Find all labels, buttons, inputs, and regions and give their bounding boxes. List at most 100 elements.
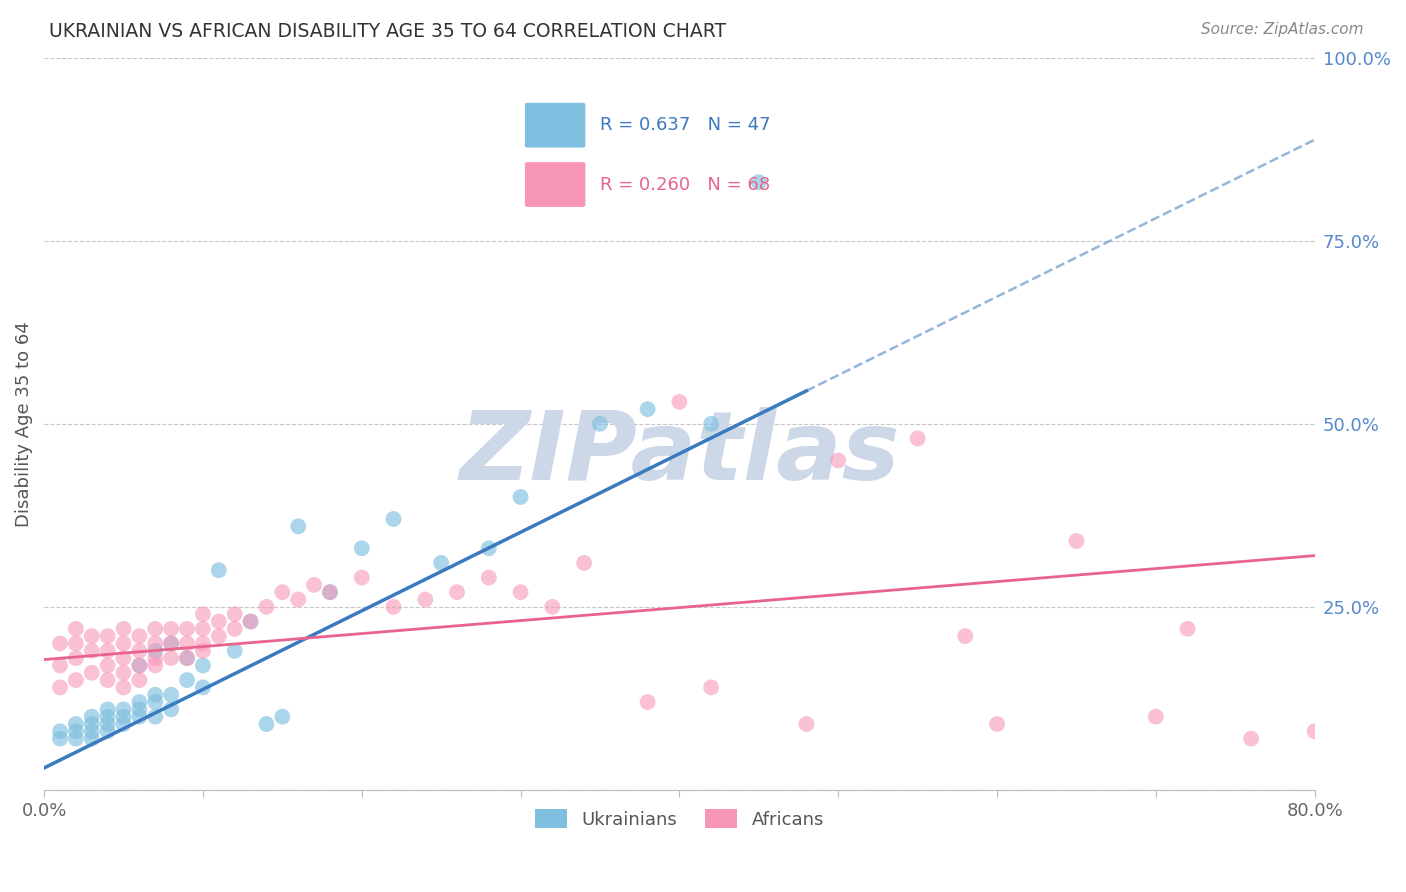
Point xyxy=(112,702,135,716)
Point xyxy=(112,636,135,650)
Point xyxy=(478,541,501,556)
Point xyxy=(191,607,214,622)
Point xyxy=(208,629,231,643)
Point xyxy=(128,658,150,673)
Point xyxy=(256,717,278,731)
Point xyxy=(97,644,120,658)
Point xyxy=(382,512,405,526)
Point xyxy=(112,717,135,731)
Point xyxy=(176,673,198,687)
Point xyxy=(128,695,150,709)
Point xyxy=(80,644,103,658)
Point xyxy=(128,644,150,658)
Point xyxy=(176,622,198,636)
Point xyxy=(112,681,135,695)
Point xyxy=(350,541,373,556)
Point xyxy=(509,490,531,504)
Point xyxy=(319,585,342,599)
Point xyxy=(668,394,690,409)
Point xyxy=(160,688,183,702)
Point xyxy=(112,665,135,680)
Point xyxy=(128,629,150,643)
Point xyxy=(955,629,977,643)
Point xyxy=(191,658,214,673)
Point xyxy=(112,651,135,665)
Point xyxy=(97,724,120,739)
Point xyxy=(112,709,135,723)
Point xyxy=(80,717,103,731)
Point xyxy=(97,709,120,723)
Point xyxy=(65,651,87,665)
Point xyxy=(208,615,231,629)
Point xyxy=(748,175,770,189)
Point xyxy=(827,453,849,467)
Point xyxy=(128,673,150,687)
Point xyxy=(49,724,72,739)
Point xyxy=(143,688,166,702)
Point xyxy=(796,717,818,731)
Point xyxy=(97,629,120,643)
Point xyxy=(509,585,531,599)
Point xyxy=(49,681,72,695)
Point xyxy=(128,709,150,723)
Point xyxy=(700,681,723,695)
Point xyxy=(160,622,183,636)
Point xyxy=(986,717,1008,731)
Point xyxy=(80,731,103,746)
Point xyxy=(143,695,166,709)
Point xyxy=(224,622,246,636)
Point xyxy=(302,578,325,592)
Point xyxy=(907,432,929,446)
Point xyxy=(224,644,246,658)
Point xyxy=(319,585,342,599)
Point xyxy=(160,702,183,716)
Point xyxy=(239,615,262,629)
Point xyxy=(176,651,198,665)
Point xyxy=(572,556,595,570)
Point xyxy=(191,681,214,695)
Legend: Ukrainians, Africans: Ukrainians, Africans xyxy=(527,802,831,836)
Text: ZIPatlas: ZIPatlas xyxy=(460,407,900,500)
Point xyxy=(1177,622,1199,636)
Point xyxy=(128,658,150,673)
Point xyxy=(287,592,309,607)
Point xyxy=(382,599,405,614)
Point xyxy=(208,563,231,577)
Point xyxy=(80,709,103,723)
Point xyxy=(80,629,103,643)
Point xyxy=(160,636,183,650)
Point xyxy=(143,709,166,723)
Point xyxy=(1303,724,1326,739)
Point xyxy=(589,417,612,431)
Point xyxy=(65,622,87,636)
Point xyxy=(97,673,120,687)
Point xyxy=(160,636,183,650)
Point xyxy=(80,724,103,739)
Point xyxy=(478,570,501,584)
Point xyxy=(49,658,72,673)
Text: UKRAINIAN VS AFRICAN DISABILITY AGE 35 TO 64 CORRELATION CHART: UKRAINIAN VS AFRICAN DISABILITY AGE 35 T… xyxy=(49,22,727,41)
Point xyxy=(143,658,166,673)
Point xyxy=(65,717,87,731)
Point xyxy=(350,570,373,584)
Point xyxy=(191,644,214,658)
Point xyxy=(65,724,87,739)
Point xyxy=(446,585,468,599)
Point xyxy=(143,644,166,658)
Point xyxy=(143,636,166,650)
Point xyxy=(143,651,166,665)
Point xyxy=(1240,731,1263,746)
Point xyxy=(256,599,278,614)
Point xyxy=(1144,709,1167,723)
Point xyxy=(49,731,72,746)
Point xyxy=(80,665,103,680)
Point xyxy=(191,636,214,650)
Point xyxy=(541,599,564,614)
Point xyxy=(112,622,135,636)
Point xyxy=(637,695,659,709)
Point xyxy=(128,702,150,716)
Point xyxy=(1066,533,1088,548)
Point xyxy=(413,592,436,607)
Point xyxy=(97,702,120,716)
Point xyxy=(239,615,262,629)
